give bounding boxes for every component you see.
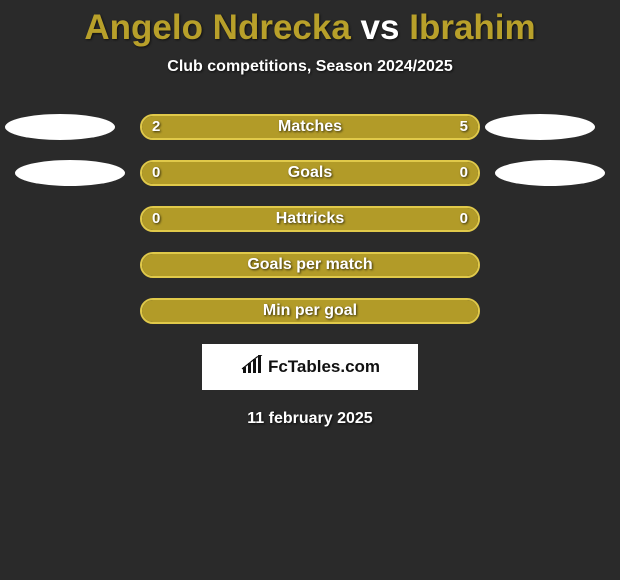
- left-value-ellipse: [5, 114, 115, 140]
- metric-label: Matches: [140, 114, 480, 140]
- player1-name: Angelo Ndrecka: [84, 8, 350, 47]
- metric-value-right: 0: [460, 206, 468, 232]
- metric-label: Min per goal: [140, 298, 480, 324]
- comparison-title: Angelo Ndrecka vs Ibrahim: [0, 0, 620, 48]
- snapshot-date: 11 february 2025: [0, 410, 620, 428]
- season-subtitle: Club competitions, Season 2024/2025: [0, 58, 620, 76]
- badge-text: FcTables.com: [268, 357, 380, 377]
- metric-row: Hattricks0 0: [140, 206, 480, 232]
- right-value-ellipse: [495, 160, 605, 186]
- metric-label: Goals: [140, 160, 480, 186]
- source-badge: FcTables.com: [202, 344, 418, 390]
- metric-value-right: 0: [460, 160, 468, 186]
- metric-value-right: 5: [460, 114, 468, 140]
- metrics-chart: Matches25Goals00Hattricks00Goals per mat…: [0, 114, 620, 324]
- metric-value-left: 2: [152, 114, 160, 140]
- metric-row: Goals per match: [140, 252, 480, 278]
- metric-row: Min per goal: [140, 298, 480, 324]
- metric-value-left: 0: [152, 206, 160, 232]
- left-value-ellipse: [15, 160, 125, 186]
- metric-label: Goals per match: [140, 252, 480, 278]
- metric-row: Goals0 0: [140, 160, 480, 186]
- vs-separator: vs: [361, 8, 400, 47]
- metric-label: Hattricks: [140, 206, 480, 232]
- right-value-ellipse: [485, 114, 595, 140]
- bar-chart-icon: [240, 355, 264, 380]
- metric-value-left: 0: [152, 160, 160, 186]
- metric-row: Matches2 5: [140, 114, 480, 140]
- player2-name: Ibrahim: [409, 8, 535, 47]
